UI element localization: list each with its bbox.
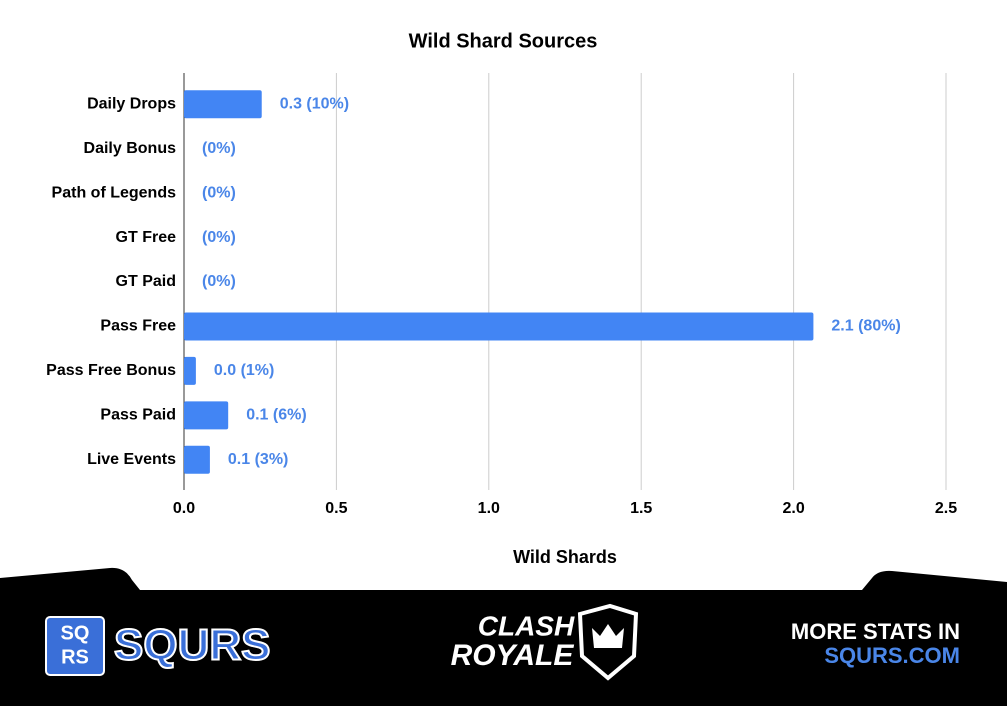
promo-link: SQURS.COM: [824, 643, 960, 668]
value-label: 0.0 (1%): [214, 362, 274, 379]
y-tick-label: Daily Bonus: [84, 140, 177, 157]
y-tick-label: Live Events: [87, 451, 176, 468]
plot-area: 0.0 0.5 1.0 1.5 2.0 2.5 Daily Drops 0.3 (10%) Da…: [46, 73, 957, 517]
game-logo-text: ROYALE: [451, 639, 575, 672]
promo-text: MORE STATS IN: [791, 619, 960, 644]
game-logo-crown: [592, 624, 624, 648]
value-label: (0%): [202, 229, 236, 246]
brand-icon-text: RS: [61, 646, 89, 668]
bar: [184, 401, 229, 430]
chart-title: Wild Shard Sources: [409, 30, 598, 52]
value-label: (0%): [202, 184, 236, 201]
x-tick-label: 2.5: [935, 500, 957, 517]
brand-name: SQURS: [114, 621, 270, 670]
bar: [184, 356, 196, 385]
game-logo-text: CLASH: [478, 610, 575, 641]
footer: SQ RS SQURS CLASH ROYALE MORE STATS IN S…: [0, 567, 1007, 706]
x-tick-label: 2.0: [782, 500, 804, 517]
bar: [184, 312, 814, 341]
y-tick-label: Pass Free: [100, 318, 176, 335]
value-label: (0%): [202, 273, 236, 290]
value-label: 0.3 (10%): [280, 95, 349, 112]
value-label: 0.1 (3%): [228, 451, 288, 468]
bar: [184, 445, 210, 474]
brand-icon: [45, 616, 105, 676]
value-label: 2.1 (80%): [831, 318, 900, 335]
brand-icon-text: SQ: [61, 622, 90, 644]
y-tick-label: Pass Paid: [100, 407, 176, 424]
x-tick-label: 0.0: [173, 500, 195, 517]
value-label: 0.1 (6%): [246, 407, 306, 424]
x-tick-label: 0.5: [325, 500, 347, 517]
x-axis-label: Wild Shards: [513, 547, 617, 567]
x-tick-label: 1.5: [630, 500, 652, 517]
bar: [184, 90, 262, 119]
x-tick-label: 1.0: [478, 500, 500, 517]
y-tick-label: Path of Legends: [52, 184, 177, 201]
y-tick-label: Pass Free Bonus: [46, 362, 176, 379]
y-tick-label: Daily Drops: [87, 95, 176, 112]
footer-banner: [0, 567, 1007, 706]
y-tick-label: GT Free: [116, 229, 177, 246]
value-label: (0%): [202, 140, 236, 157]
y-tick-label: GT Paid: [116, 273, 176, 290]
